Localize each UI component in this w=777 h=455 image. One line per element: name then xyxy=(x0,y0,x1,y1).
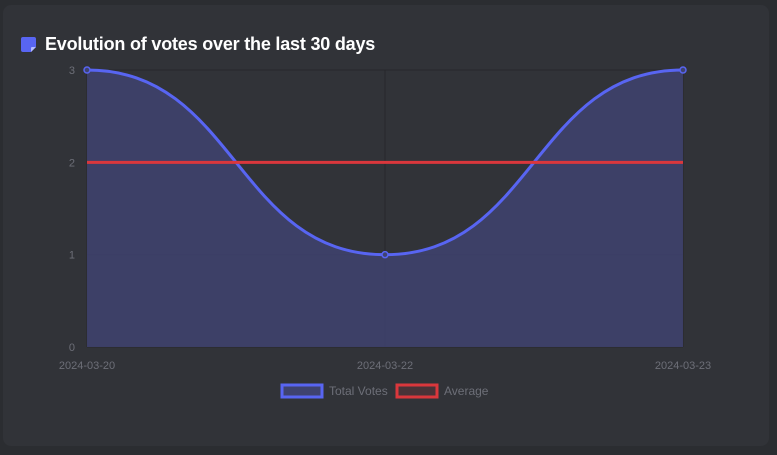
legend-label-average[interactable]: Average xyxy=(444,384,489,398)
card-title: Evolution of votes over the last 30 days xyxy=(45,34,376,54)
data-point[interactable] xyxy=(381,250,389,259)
y-tick-label: 0 xyxy=(69,342,75,354)
note-icon xyxy=(21,37,36,52)
chart-legend: Total Votes Average xyxy=(280,383,489,399)
x-tick-label: 2024-03-22 xyxy=(357,360,413,372)
series-area-total-votes xyxy=(87,70,683,347)
card-header: Evolution of votes over the last 30 days xyxy=(20,34,375,55)
legend-swatch-total-votes[interactable] xyxy=(280,383,324,399)
legend-swatch-average[interactable] xyxy=(395,383,439,399)
legend-label-total-votes[interactable]: Total Votes xyxy=(329,384,388,398)
data-point[interactable] xyxy=(679,66,687,74)
x-tick-label: 2024-03-23 xyxy=(655,360,711,372)
y-tick-label: 2 xyxy=(69,157,75,169)
x-axis: 2024-03-20 2024-03-22 2024-03-23 xyxy=(59,360,711,372)
data-point[interactable] xyxy=(83,66,91,74)
x-tick-label: 2024-03-20 xyxy=(59,360,115,372)
y-tick-label: 3 xyxy=(69,65,75,77)
y-tick-label: 1 xyxy=(69,250,75,262)
y-axis: 0 1 2 3 xyxy=(69,65,75,354)
chart-series xyxy=(83,66,687,347)
